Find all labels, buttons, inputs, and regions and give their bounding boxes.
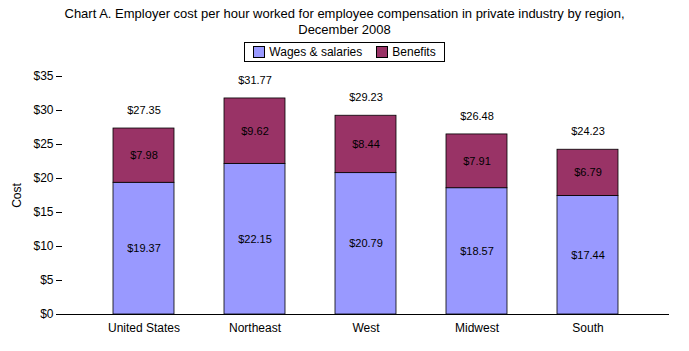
svg-text:$17.44: $17.44: [571, 249, 605, 261]
svg-text:$19.37: $19.37: [127, 242, 161, 254]
svg-text:West: West: [352, 321, 380, 335]
svg-text:United States: United States: [108, 321, 180, 335]
svg-text:$20: $20: [33, 171, 53, 185]
svg-text:Midwest: Midwest: [455, 321, 500, 335]
svg-text:$35: $35: [33, 69, 53, 83]
svg-text:$22.15: $22.15: [238, 233, 272, 245]
svg-text:$6.79: $6.79: [574, 166, 602, 178]
svg-text:$15: $15: [33, 205, 53, 219]
svg-text:$26.48: $26.48: [460, 110, 494, 122]
svg-text:$31.77: $31.77: [238, 74, 272, 86]
svg-text:Northeast: Northeast: [229, 321, 282, 335]
svg-text:$8.44: $8.44: [352, 138, 380, 150]
html-text:Wages & salaries: Wages & salaries: [269, 45, 363, 59]
svg-text:$7.98: $7.98: [130, 149, 158, 161]
svg-text:$29.23: $29.23: [349, 91, 383, 103]
svg-text:$7.91: $7.91: [463, 155, 491, 167]
html-text:Chart A. Employer cost per hou: Chart A. Employer cost per hour worked f…: [64, 6, 625, 37]
svg-text:$9.62: $9.62: [241, 125, 269, 137]
svg-text:South: South: [572, 321, 603, 335]
svg-text:$24.23: $24.23: [571, 125, 605, 137]
svg-text:$10: $10: [33, 239, 53, 253]
svg-text:$25: $25: [33, 137, 53, 151]
svg-text:$0: $0: [40, 307, 54, 321]
svg-text:$30: $30: [33, 103, 53, 117]
html-text:Benefits: Benefits: [392, 45, 436, 59]
svg-text:$20.79: $20.79: [349, 237, 383, 249]
svg-text:$27.35: $27.35: [127, 104, 161, 116]
svg-text:$18.57: $18.57: [460, 245, 494, 257]
svg-text:$5: $5: [40, 273, 54, 287]
svg-text:Cost: Cost: [10, 183, 24, 208]
